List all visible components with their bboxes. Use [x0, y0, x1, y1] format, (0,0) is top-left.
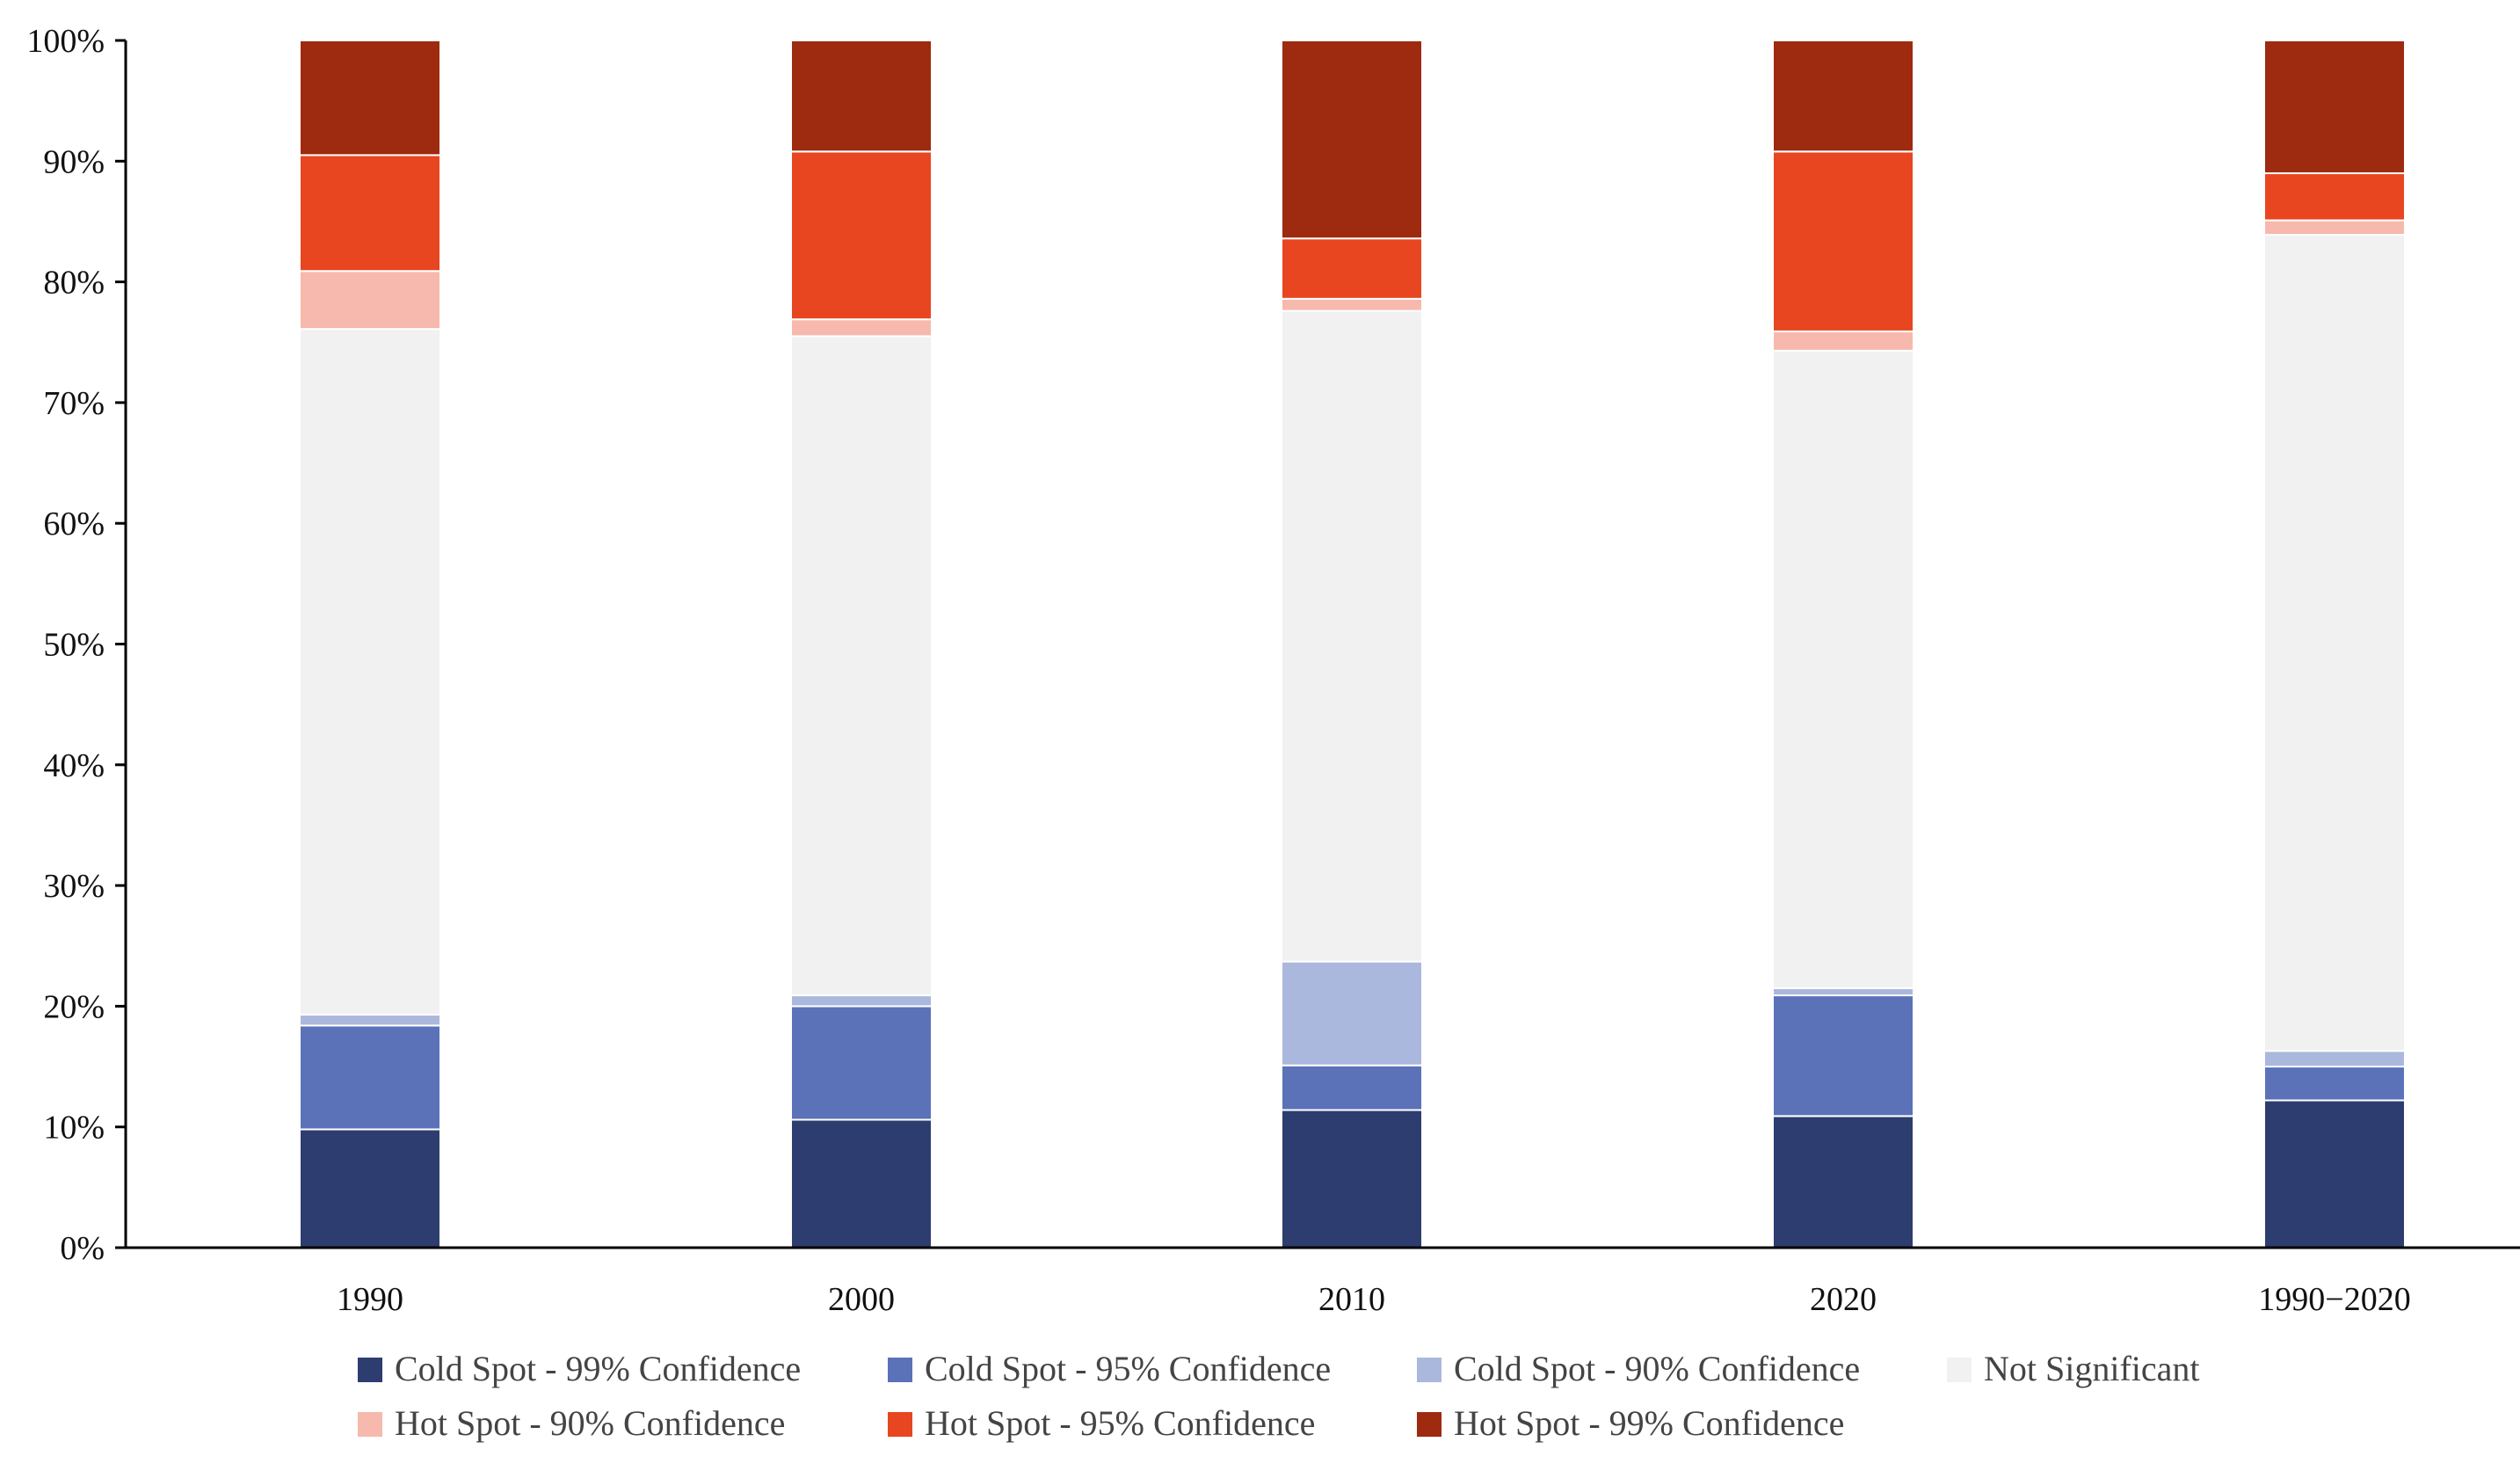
- bar-segment-2010-s0: [1281, 1109, 1423, 1249]
- bar-segment-2000-s6: [790, 40, 933, 153]
- bar-segment-2010-s3: [1281, 309, 1423, 963]
- bar-segment-2020-s4: [1772, 330, 1914, 352]
- x-tick-label: 2020: [1810, 1281, 1877, 1318]
- legend-label: Cold Spot - 99% Confidence: [395, 1349, 801, 1388]
- bar-segment-2020-s6: [1772, 40, 1914, 153]
- x-tick-label: 1990: [337, 1281, 403, 1318]
- bar-segment-1990-2020-s6: [2263, 40, 2406, 175]
- legend-swatch: [888, 1412, 912, 1437]
- legend: Cold Spot - 99% Confidence Cold Spot - 95…: [358, 1349, 2200, 1443]
- bar-segment-2000-s5: [790, 150, 933, 321]
- bar-segment-2010-s5: [1281, 237, 1423, 300]
- legend-swatch: [358, 1358, 382, 1382]
- bar-segment-2020-s1: [1772, 994, 1914, 1118]
- y-tick-label: 90%: [43, 143, 105, 180]
- bar-segment-1990-2020-s4: [2263, 219, 2406, 237]
- bar-segment-1990-s3: [299, 328, 441, 1016]
- legend-swatch: [1417, 1412, 1442, 1437]
- y-tick-label: 80%: [43, 265, 105, 302]
- y-tick-label: 100%: [26, 23, 105, 60]
- legend-swatch: [888, 1358, 912, 1382]
- bar-segment-1990-s5: [299, 154, 441, 273]
- legend-swatch: [358, 1412, 382, 1437]
- legend-label: Hot Spot - 99% Confidence: [1454, 1403, 1844, 1443]
- bar-segment-2000-s0: [790, 1118, 933, 1249]
- bars-group: [299, 40, 2406, 1249]
- bar-segment-2010-s6: [1281, 40, 1423, 240]
- x-tick-label: 2010: [1318, 1281, 1385, 1318]
- bar-segment-1990-2020-s5: [2263, 172, 2406, 222]
- x-tick-label: 1990−2020: [2258, 1281, 2410, 1318]
- legend-label: Not Significant: [1984, 1349, 2200, 1388]
- bar-segment-2000-s3: [790, 335, 933, 997]
- bar-segment-1990-s4: [299, 270, 441, 331]
- y-tick-label: 50%: [43, 627, 105, 664]
- axes-group: 0% 10% 20% 30% 40% 50% 60% 70% 80% 90% 100% 1990 200…: [26, 23, 2520, 1318]
- bar-segment-1990-2020-s1: [2263, 1066, 2406, 1102]
- bar-segment-1990-2020-s2: [2263, 1050, 2406, 1068]
- bar-segment-2020-s2: [1772, 987, 1914, 997]
- bar-segment-2010-s4: [1281, 297, 1423, 312]
- y-tick-label: 0%: [60, 1230, 105, 1267]
- bar-segment-1990-2020-s0: [2263, 1099, 2406, 1249]
- legend-swatch: [1417, 1358, 1442, 1382]
- legend-label: Cold Spot - 90% Confidence: [1454, 1349, 1860, 1388]
- legend-label: Cold Spot - 95% Confidence: [925, 1349, 1331, 1388]
- bar-segment-2010-s2: [1281, 960, 1423, 1067]
- bar-segment-2020-s0: [1772, 1115, 1914, 1249]
- y-tick-label: 10%: [43, 1110, 105, 1147]
- y-tick-label: 30%: [43, 868, 105, 905]
- bar-segment-1990-s0: [299, 1128, 441, 1249]
- bar-segment-1990-2020-s3: [2263, 234, 2406, 1052]
- bar-segment-1990-s1: [299, 1024, 441, 1131]
- y-tick-label: 60%: [43, 506, 105, 543]
- bar-segment-1990-s2: [299, 1014, 441, 1027]
- legend-label: Hot Spot - 90% Confidence: [395, 1403, 785, 1443]
- bar-segment-2020-s3: [1772, 349, 1914, 989]
- legend-swatch: [1947, 1358, 1972, 1382]
- x-tick-label: 2000: [828, 1281, 895, 1318]
- bar-segment-2020-s5: [1772, 150, 1914, 332]
- bar-segment-2000-s2: [790, 994, 933, 1008]
- y-tick-label: 20%: [43, 988, 105, 1025]
- bar-segment-1990-s6: [299, 40, 441, 157]
- y-tick-label: 70%: [43, 385, 105, 422]
- bar-segment-2000-s1: [790, 1005, 933, 1121]
- bar-segment-2000-s4: [790, 318, 933, 338]
- legend-label: Hot Spot - 95% Confidence: [925, 1403, 1315, 1443]
- y-tick-label: 40%: [43, 747, 105, 784]
- bar-segment-2010-s1: [1281, 1064, 1423, 1111]
